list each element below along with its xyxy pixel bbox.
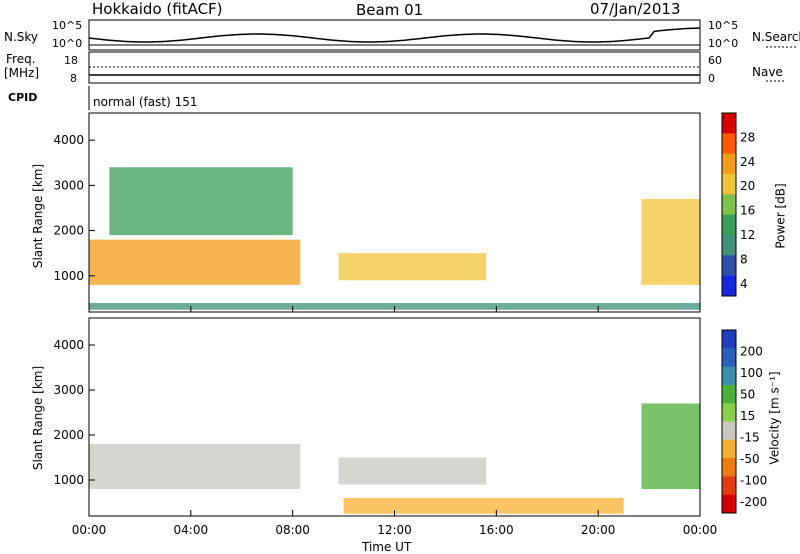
colorbar-tick-label: 200 — [740, 345, 763, 359]
velocity-region — [89, 444, 301, 489]
noise-right-tick-top: 10^5 — [708, 19, 739, 32]
noise-right-tick-bottom: 10^0 — [708, 37, 739, 50]
colorbar-swatch — [722, 439, 736, 459]
x-tick-label: 16:00 — [479, 523, 514, 537]
colorbar-swatch — [722, 113, 736, 134]
nave-tick-bottom: 0 — [708, 72, 715, 85]
colorbar-tick-label: 28 — [740, 130, 755, 144]
colorbar-swatch — [722, 458, 736, 477]
nsearch-label: N.Search — [752, 30, 800, 44]
date-title: 07/Jan/2013 — [590, 0, 681, 18]
freq-label-top: Freq. — [6, 52, 36, 66]
y-tick-label: 2000 — [53, 224, 84, 238]
y-tick-label: 1000 — [53, 473, 84, 487]
noise-left-tick-top: 10^5 — [52, 19, 83, 32]
nave-tick-top: 60 — [708, 54, 722, 67]
power-ylabel: Slant Range [km] — [31, 163, 46, 269]
colorbar-swatch — [722, 494, 736, 514]
x-axis-label: Time UT — [362, 540, 412, 554]
colorbar-swatch — [722, 330, 736, 349]
cpid-label: CPID — [8, 91, 38, 104]
x-tick-label: 12:00 — [377, 523, 412, 537]
x-tick-label: 04:00 — [174, 523, 209, 537]
y-tick-label: 3000 — [53, 178, 84, 192]
colorbar-tick-label: -15 — [740, 431, 760, 445]
colorbar-swatch — [722, 194, 736, 216]
colorbar-tick-label: 24 — [740, 155, 755, 169]
colorbar-tick-label: 20 — [740, 179, 755, 193]
colorbar-tick-label: 12 — [740, 228, 755, 242]
power-region — [641, 198, 700, 285]
velocity-region — [641, 403, 700, 489]
y-tick-label: 3000 — [53, 383, 84, 397]
freq-tick-top: 18 — [64, 54, 78, 67]
freq-label-bottom: [MHz] — [4, 66, 40, 80]
cpid-text: normal (fast) 151 — [93, 95, 198, 109]
velocity-region — [338, 457, 487, 485]
velocity-ylabel: Slant Range [km] — [31, 365, 46, 471]
colorbar-swatch — [722, 255, 736, 277]
noise-left-tick-bottom: 10^0 — [52, 37, 83, 50]
colorbar-tick-label: 16 — [740, 204, 755, 218]
colorbar-frame — [721, 329, 737, 514]
freq-tick-bottom: 8 — [70, 72, 77, 85]
colorbar-tick-label: 4 — [740, 277, 748, 291]
colorbar-swatch — [722, 348, 736, 368]
colorbar-tick-label: 50 — [740, 388, 755, 402]
colorbar-swatch — [722, 403, 736, 422]
colorbar-tick-label: -200 — [740, 495, 767, 509]
colorbar-tick-label: 8 — [740, 252, 748, 266]
colorbar-swatch — [722, 235, 736, 256]
power-region — [338, 253, 487, 281]
colorbar-swatch — [722, 214, 736, 236]
colorbar-tick-label: 100 — [740, 366, 763, 380]
x-tick-label: 08:00 — [275, 523, 310, 537]
velocity-region — [343, 498, 624, 514]
x-tick-label: 00:00 — [683, 523, 718, 537]
colorbar-swatch — [722, 153, 736, 175]
colorbar-swatch — [722, 133, 736, 155]
y-tick-label: 4000 — [53, 338, 84, 352]
beam-title: Beam 01 — [356, 1, 424, 19]
x-tick-label: 20:00 — [581, 523, 616, 537]
y-tick-label: 1000 — [53, 269, 84, 283]
colorbar-tick-label: 15 — [740, 409, 755, 423]
colorbar-swatch — [722, 384, 736, 404]
colorbar-tick-label: -100 — [740, 474, 767, 488]
nsky-label: N.Sky — [4, 30, 39, 44]
x-tick-label: 00:00 — [72, 523, 107, 537]
colorbar-swatch — [722, 174, 736, 195]
colorbar-swatch — [722, 366, 736, 386]
colorbar-swatch — [722, 476, 736, 496]
nave-label: Nave — [752, 65, 783, 79]
colorbar-swatch — [722, 421, 736, 441]
colorbar-tick-label: -50 — [740, 452, 760, 466]
velocity-colorbar-label: Velocity [m s⁻¹] — [767, 371, 782, 465]
nsky-line — [88, 27, 701, 43]
y-tick-label: 2000 — [53, 428, 84, 442]
power-region — [89, 239, 301, 285]
noise-panel-frame — [88, 19, 701, 51]
colorbar-swatch — [722, 275, 736, 297]
station-title: Hokkaido (fitACF) — [92, 0, 223, 18]
colorbar-frame — [721, 112, 737, 297]
power-colorbar-label: Power [dB] — [773, 183, 788, 249]
power-region — [109, 167, 293, 236]
y-tick-label: 4000 — [53, 133, 84, 147]
